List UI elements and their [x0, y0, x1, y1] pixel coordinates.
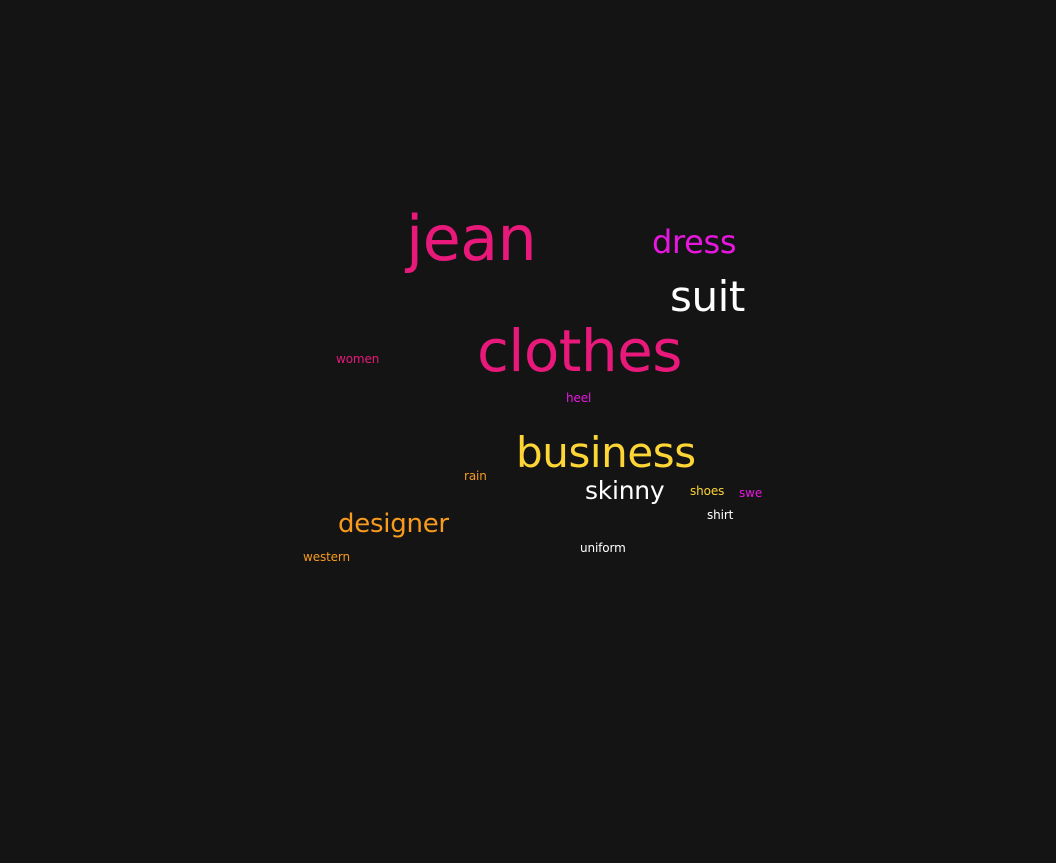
word-heel: heel — [566, 391, 592, 405]
word-shirt: shirt — [707, 508, 734, 522]
word-skinny: skinny — [585, 476, 665, 505]
word-business: business — [516, 428, 696, 477]
word-shoes: shoes — [690, 484, 725, 498]
word-western: western — [303, 550, 351, 564]
word-uniform: uniform — [580, 541, 626, 555]
word-clothes: clothes — [477, 317, 682, 385]
word-rain: rain — [464, 469, 487, 483]
word-dress: dress — [652, 223, 737, 261]
word-women: women — [336, 352, 380, 366]
word-suit: suit — [670, 272, 745, 321]
word-jean: jean — [406, 202, 537, 275]
word-swe: swe — [739, 486, 763, 500]
word-designer: designer — [338, 509, 449, 539]
